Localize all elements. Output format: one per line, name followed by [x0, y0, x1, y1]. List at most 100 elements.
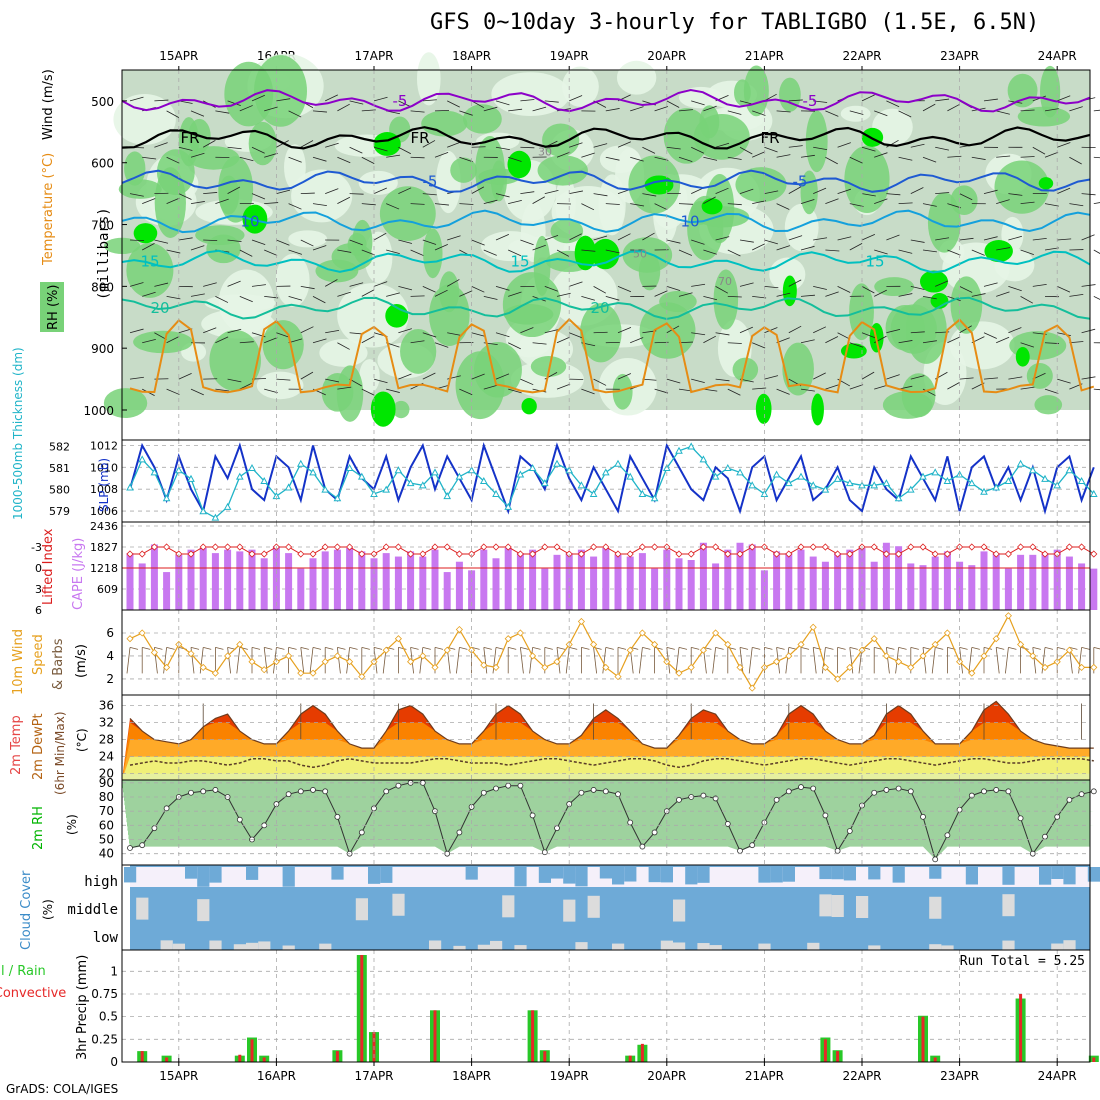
- wind-barb: [544, 285, 559, 292]
- cape-axis-label: CAPE (J/kg): [71, 538, 86, 610]
- wind-barb: [410, 249, 424, 256]
- cape-bar: [224, 549, 232, 610]
- wind-barb: [983, 377, 998, 380]
- wind-barb: [178, 100, 193, 104]
- rh2m-marker: [163, 805, 170, 812]
- wind-barb: [996, 291, 1010, 297]
- wind-barb: [947, 103, 960, 112]
- rh-dry-patch: [291, 169, 353, 223]
- wind-speed-marker: [931, 640, 939, 649]
- wind-barb: [129, 282, 144, 287]
- wind-barb: [215, 336, 229, 344]
- wind-barb: [483, 295, 498, 300]
- rh-moist-patch: [537, 155, 588, 186]
- wind-barb: [739, 647, 744, 674]
- rh-moist-patch: [612, 373, 633, 410]
- wind-barb: [398, 328, 412, 334]
- wind-barb: [1020, 201, 1035, 205]
- rh-dry-patch: [288, 230, 328, 248]
- wind-barb: [666, 285, 681, 291]
- precip-tick-label: 0.25: [91, 1032, 118, 1046]
- wind-barb: [642, 193, 657, 197]
- cape-bar: [163, 572, 171, 610]
- date-tick-label: 17APR: [354, 1069, 393, 1083]
- thickness-marker: [260, 476, 269, 484]
- precip-tick-label: 0.5: [99, 1010, 118, 1024]
- wind-barb: [349, 146, 363, 154]
- high-cloud-cell: [831, 867, 844, 880]
- thickness-marker: [626, 472, 635, 480]
- rh-moist-patch: [321, 373, 354, 412]
- wind-barb: [508, 342, 521, 350]
- thickness-marker: [589, 489, 598, 497]
- wind-barb: [874, 198, 888, 205]
- middle-cloud-clear-cell: [1002, 894, 1015, 917]
- wind-speed-marker: [394, 635, 402, 643]
- rh2m-marker: [1017, 815, 1024, 822]
- wind-barb: [715, 142, 730, 148]
- wind-barb: [190, 110, 205, 117]
- temperature-axis-label: Temperature (°C): [41, 153, 56, 266]
- wind-tick-label: 2: [106, 672, 114, 686]
- wind-barb: [935, 98, 950, 102]
- high-cloud-cell: [660, 867, 673, 883]
- low-cloud-clear-cell: [477, 944, 490, 950]
- wind-barb: [227, 647, 231, 674]
- wind-barb: [825, 647, 834, 650]
- wind-barb: [203, 327, 217, 334]
- wind-barb: [1093, 202, 1100, 205]
- wind-barb: [398, 100, 412, 108]
- rh2m-marker: [834, 847, 841, 854]
- wind-speed-line: [129, 614, 1094, 690]
- rh2m-marker: [261, 822, 268, 829]
- rh-saturated-patch: [1038, 177, 1054, 190]
- middle-cloud-clear-cell: [197, 899, 210, 922]
- rh-moist-patch: [732, 357, 759, 382]
- wind-barb: [1020, 156, 1035, 158]
- rh2m-marker: [236, 816, 243, 823]
- wind-barb: [556, 647, 566, 650]
- wind-barb: [996, 336, 1010, 344]
- wind-barb: [520, 99, 535, 102]
- wind-barb: [1020, 386, 1035, 390]
- wind-barb: [874, 289, 887, 297]
- rh-dry-patch: [218, 269, 275, 334]
- wind-barb: [264, 295, 279, 299]
- lifted-index-marker: [138, 550, 146, 558]
- wind-barb: [996, 647, 1005, 650]
- low-cloud-clear-cell: [1002, 940, 1015, 950]
- wind-barb: [812, 647, 817, 674]
- wind-barb: [849, 203, 864, 207]
- rh2m-marker: [493, 785, 499, 792]
- thickness-marker: [455, 472, 464, 480]
- rh-dry-patch: [616, 60, 657, 95]
- wind-barb: [203, 140, 216, 148]
- wind-barb: [556, 249, 570, 257]
- wind-barb: [361, 156, 375, 165]
- wind-barb: [422, 647, 431, 650]
- low-cloud-clear-cell: [673, 942, 686, 950]
- wind-barb: [654, 156, 669, 161]
- rh-saturated-patch: [370, 391, 396, 427]
- rh-saturated-patch: [1015, 347, 1030, 367]
- lifted-index-marker: [553, 543, 561, 551]
- rh-moist-patch: [779, 77, 801, 112]
- wind-barb: [825, 336, 839, 344]
- rh2m-marker: [639, 843, 646, 850]
- wind-barb: [813, 187, 827, 195]
- lifted-index-marker: [931, 550, 939, 558]
- wind-barb: [532, 244, 546, 251]
- wind-barb: [532, 196, 545, 204]
- precip-axis-label-2: Convective: [0, 986, 66, 1001]
- lifted-index-marker: [358, 550, 366, 558]
- wind-barb: [312, 647, 322, 650]
- wind-barb: [215, 198, 229, 205]
- wind-speed-marker: [187, 650, 195, 658]
- wind-barb: [325, 142, 339, 148]
- rh2m-marker: [1090, 788, 1097, 795]
- precip-convective-bar: [238, 1054, 242, 1062]
- low-cloud-clear-cell: [929, 944, 942, 950]
- wind-speed-marker: [724, 640, 732, 649]
- cape-bar: [541, 568, 549, 610]
- lifted-index-marker: [236, 543, 244, 551]
